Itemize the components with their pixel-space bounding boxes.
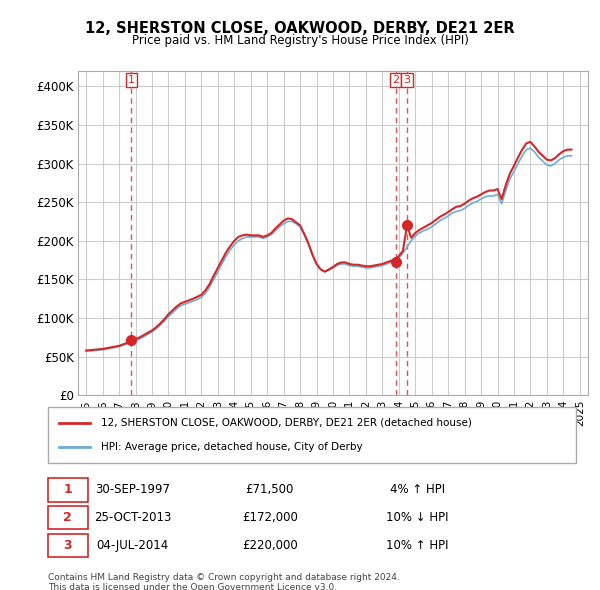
Text: £220,000: £220,000 — [242, 539, 298, 552]
Text: 10% ↑ HPI: 10% ↑ HPI — [386, 539, 449, 552]
Text: 2: 2 — [64, 511, 72, 525]
Text: 30-SEP-1997: 30-SEP-1997 — [95, 483, 170, 496]
Text: £172,000: £172,000 — [242, 511, 298, 525]
FancyBboxPatch shape — [48, 478, 88, 501]
Text: 12, SHERSTON CLOSE, OAKWOOD, DERBY, DE21 2ER: 12, SHERSTON CLOSE, OAKWOOD, DERBY, DE21… — [85, 21, 515, 35]
Text: HPI: Average price, detached house, City of Derby: HPI: Average price, detached house, City… — [101, 442, 362, 453]
Text: 1: 1 — [128, 75, 135, 85]
Text: 10% ↓ HPI: 10% ↓ HPI — [386, 511, 449, 525]
Text: 04-JUL-2014: 04-JUL-2014 — [97, 539, 169, 552]
Text: Contains HM Land Registry data © Crown copyright and database right 2024.: Contains HM Land Registry data © Crown c… — [48, 573, 400, 582]
FancyBboxPatch shape — [48, 534, 88, 557]
Text: 25-OCT-2013: 25-OCT-2013 — [94, 511, 171, 525]
Text: 3: 3 — [404, 75, 410, 85]
Text: 3: 3 — [64, 539, 72, 552]
Text: 4% ↑ HPI: 4% ↑ HPI — [390, 483, 445, 496]
Text: Price paid vs. HM Land Registry's House Price Index (HPI): Price paid vs. HM Land Registry's House … — [131, 34, 469, 47]
FancyBboxPatch shape — [48, 506, 88, 529]
Text: 1: 1 — [64, 483, 72, 496]
FancyBboxPatch shape — [48, 407, 576, 463]
Text: This data is licensed under the Open Government Licence v3.0.: This data is licensed under the Open Gov… — [48, 583, 337, 590]
Text: £71,500: £71,500 — [245, 483, 294, 496]
Text: 2: 2 — [392, 75, 399, 85]
Text: 12, SHERSTON CLOSE, OAKWOOD, DERBY, DE21 2ER (detached house): 12, SHERSTON CLOSE, OAKWOOD, DERBY, DE21… — [101, 418, 472, 428]
